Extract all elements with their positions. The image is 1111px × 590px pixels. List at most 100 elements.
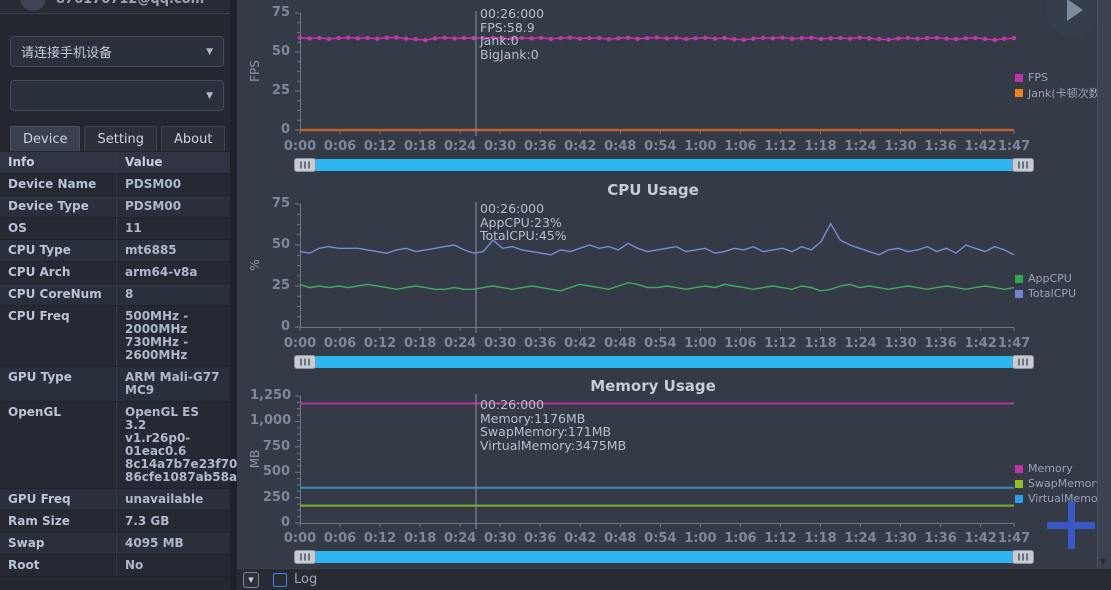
series-dot (616, 36, 621, 41)
time-range-scrollbar[interactable] (294, 355, 1034, 369)
avatar[interactable] (20, 0, 46, 11)
info-cell: OpenGL (0, 402, 117, 488)
table-row: CPU Freq 500MHz - 2000MHz 730MHz - 2600MH… (0, 306, 230, 367)
x-tick-label: 1:18 (804, 336, 837, 351)
legend-swatch (1015, 479, 1023, 488)
x-tick-label: 0:00 (283, 531, 317, 546)
series-dot (847, 36, 853, 41)
series-dot (674, 35, 679, 41)
x-tick-label: 1:42 (964, 336, 997, 351)
legend-item[interactable]: FPS (1015, 70, 1097, 85)
scrollbar-grip-right[interactable] (1012, 355, 1034, 369)
tab-setting[interactable]: Setting (84, 126, 158, 151)
legend-item[interactable]: AppCPU (1015, 271, 1076, 286)
y-tick-label: 75 (271, 196, 290, 211)
account-email: 876170712@qq.com (56, 0, 204, 7)
info-cell: CPU Arch (0, 262, 117, 283)
x-tick-label: 0:18 (403, 531, 437, 546)
series-dot (905, 35, 911, 41)
info-cell: CPU Freq (0, 306, 117, 366)
y-axis-unit-label: FPS (248, 59, 262, 82)
legend-item[interactable]: VirtualMemory (1015, 491, 1097, 506)
vertical-scrollbar[interactable]: ▼ (1097, 0, 1111, 568)
series-dot (924, 35, 930, 41)
scrollbar-grip-left[interactable] (294, 158, 316, 172)
x-tick-label: 1:47 (997, 336, 1031, 351)
x-tick-label: 0:48 (604, 139, 637, 154)
device-select[interactable]: 请连接手机设备 ▼ (10, 36, 224, 67)
y-tick-label: 25 (271, 278, 290, 293)
value-cell: unavailable (125, 492, 204, 506)
log-checkbox-label: Log (294, 572, 318, 587)
series-dot (539, 35, 544, 41)
chart-tooltip: 00:26:000 FPS:58.9 Jank:0 BigJank:0 (480, 7, 544, 61)
x-tick-label: 0:18 (403, 336, 437, 351)
legend-item[interactable]: SwapMemory (1015, 476, 1097, 491)
series-dot (500, 36, 505, 41)
log-checkbox[interactable] (273, 573, 287, 587)
secondary-select[interactable]: ▼ (10, 80, 224, 111)
series-dot (365, 35, 370, 41)
value-cell: No (125, 558, 144, 572)
legend-swatch (1015, 88, 1023, 97)
series-dot (944, 36, 949, 41)
legend-label: Jank(卡顿次数) (1028, 86, 1097, 100)
tab-device[interactable]: Device (10, 126, 81, 151)
tooltip-line: AppCPU:23% (480, 214, 562, 230)
x-tick-label: 1:24 (844, 531, 877, 546)
legend-swatch (1015, 73, 1023, 82)
x-tick-label: 1:00 (684, 139, 717, 154)
series-dot (529, 36, 534, 41)
x-tick-label: 1:36 (924, 139, 957, 154)
play-button[interactable] (1046, 0, 1097, 37)
series-dot (982, 36, 988, 42)
legend-swatch (1015, 274, 1023, 283)
series-dot (712, 36, 718, 41)
chart-tooltip: 00:26:000 AppCPU:23% TotalCPU:45% (480, 202, 567, 243)
y-tick-label: 0 (280, 319, 290, 334)
scrollbar-grip-left[interactable] (294, 355, 316, 369)
series-dot (1011, 35, 1017, 41)
series-dot (645, 35, 650, 41)
chart-plot-area[interactable] (292, 202, 1018, 333)
tooltip-line: SwapMemory:171MB (480, 424, 612, 439)
series-dot (876, 36, 882, 42)
series-dot (307, 36, 312, 41)
series-dot (722, 35, 727, 41)
add-plus-button[interactable] (1047, 501, 1095, 549)
x-tick-label: 0:24 (443, 336, 477, 351)
y-tick-label: 0 (280, 515, 290, 530)
legend-item[interactable]: Jank(卡顿次数) (1015, 85, 1097, 100)
time-range-scrollbar[interactable] (294, 158, 1034, 172)
y-tick-label: 25 (271, 83, 290, 98)
chart-plot-area[interactable] (292, 11, 1018, 136)
chart-plot-area[interactable] (292, 394, 1018, 529)
scrollbar-grip-left[interactable] (294, 550, 316, 564)
collapse-toggle-button[interactable]: ▼ (243, 572, 259, 588)
x-tick-label: 0:24 (443, 531, 477, 546)
series-dot (606, 36, 611, 42)
time-range-scrollbar[interactable] (294, 550, 1034, 564)
info-cell: CPU Type (0, 240, 117, 261)
grip-lines-icon (1018, 358, 1028, 366)
scrollbar-grip-right[interactable] (1012, 550, 1034, 564)
legend-item[interactable]: Memory (1015, 461, 1097, 476)
device-select-value: 请连接手机设备 (21, 46, 113, 61)
series-dot (403, 36, 409, 41)
x-tick-label: 1:18 (804, 139, 837, 154)
x-tick-label: 0:00 (283, 139, 317, 154)
play-icon (1067, 0, 1083, 21)
x-tick-label: 1:30 (884, 336, 917, 351)
y-axis-unit-label: % (248, 258, 262, 271)
table-row: GPU Freq unavailable (0, 489, 230, 511)
tab-about[interactable]: About (161, 126, 226, 151)
info-cell: Root (0, 555, 117, 576)
grip-lines-icon (300, 553, 310, 561)
chart-title: Memory Usage (590, 377, 716, 395)
x-tick-label: 1:30 (884, 139, 917, 154)
x-tick-label: 1:47 (997, 139, 1031, 154)
series-dot (896, 36, 901, 41)
scrollbar-grip-right[interactable] (1012, 158, 1034, 172)
legend-item[interactable]: TotalCPU (1015, 286, 1076, 301)
